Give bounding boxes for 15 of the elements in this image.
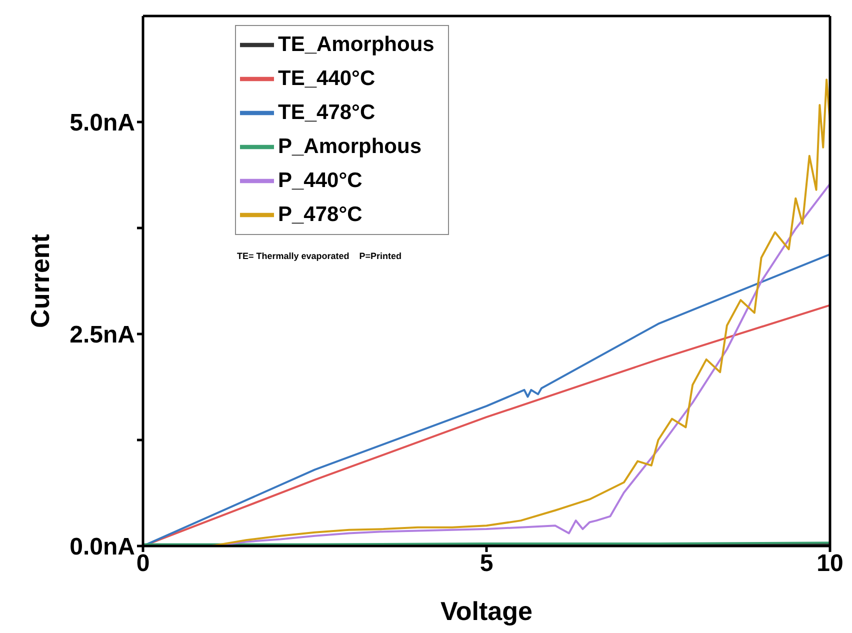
x-tick-label: 5 [480, 550, 494, 578]
y-tick-label: 5.0nA [70, 110, 135, 137]
x-tick-label: 0 [136, 550, 150, 578]
x-tick-label: 10 [816, 550, 844, 578]
x-axis-title: Voltage [440, 596, 532, 626]
y-axis-title: Current [25, 234, 56, 328]
annotation: TE= Thermally evaporated P=Printed [237, 251, 402, 261]
y-tick-label: 2.5nA [70, 322, 135, 349]
legend-label: P_Amorphous [278, 134, 423, 160]
legend-label: P_478°C [278, 202, 364, 228]
legend-label: TE_478°C [278, 100, 376, 126]
legend-label: TE_440°C [278, 66, 376, 92]
y-tick-label: 0.0nA [70, 534, 135, 561]
legend-label: P_440°C [278, 168, 364, 194]
legend-label: TE_Amorphous [278, 32, 436, 58]
